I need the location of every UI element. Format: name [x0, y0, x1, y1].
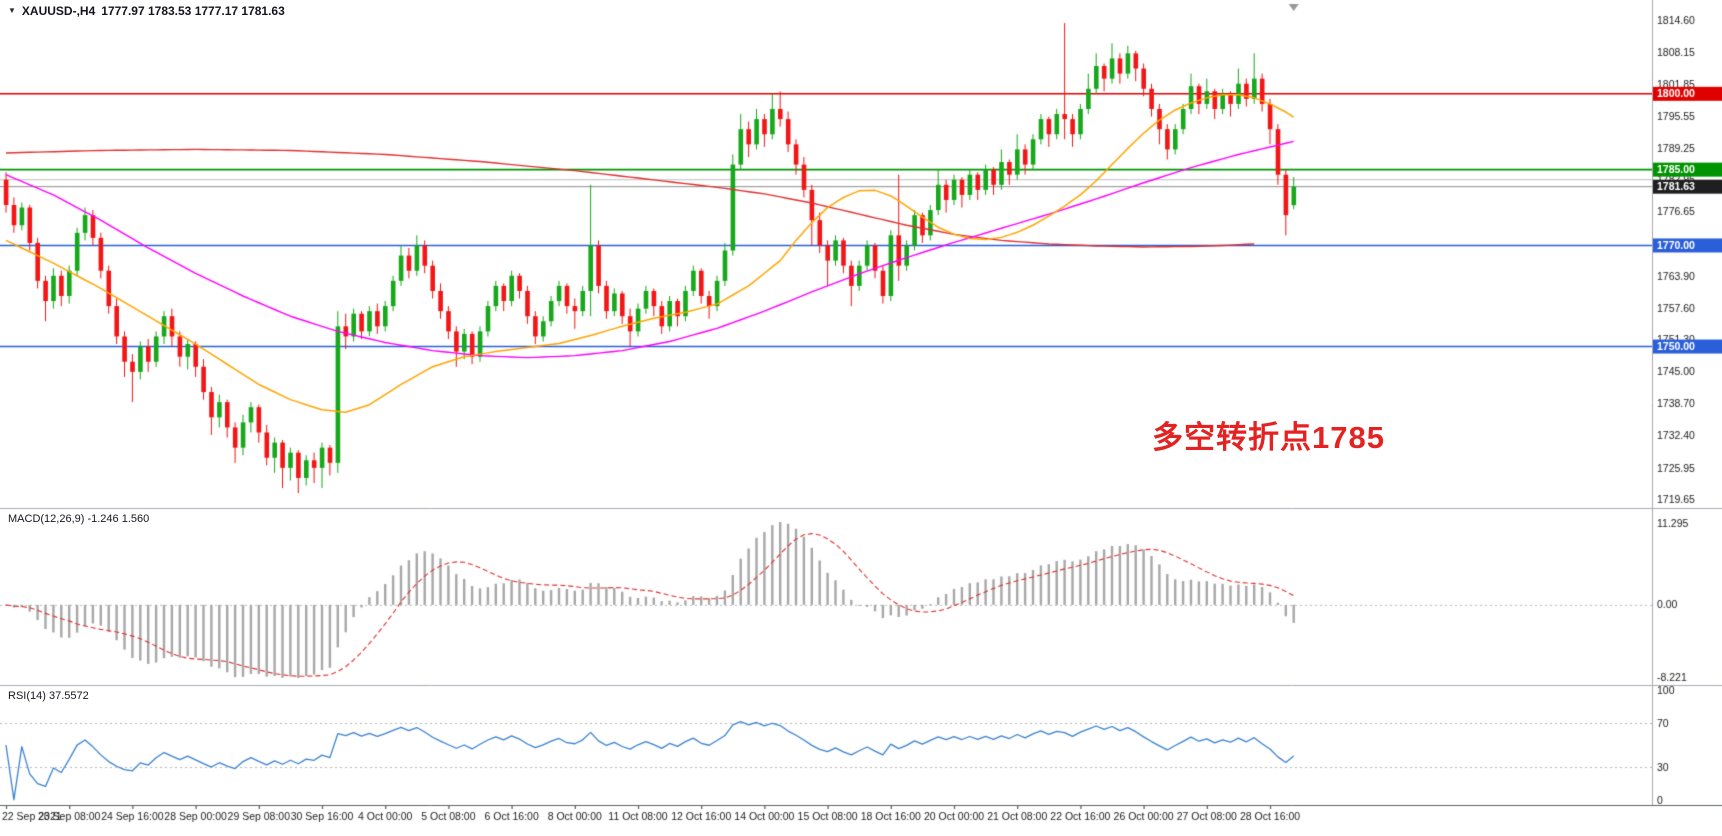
- trading-chart-window: ▼ XAUUSD-,H4 1777.97 1783.53 1777.17 178…: [0, 0, 1722, 836]
- chart-canvas[interactable]: [0, 0, 1722, 836]
